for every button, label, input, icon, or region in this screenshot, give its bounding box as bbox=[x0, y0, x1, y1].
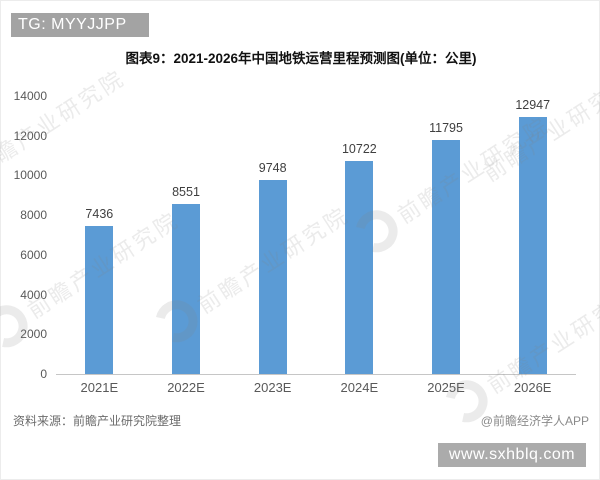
x-axis-labels: 2021E 2022E 2023E 2024E 2025E 2026E bbox=[56, 380, 576, 395]
bar bbox=[518, 116, 547, 374]
y-axis: 0 2000 4000 6000 8000 10000 12000 14000 bbox=[1, 89, 49, 381]
y-tick-label: 8000 bbox=[20, 208, 47, 223]
bar-value-label: 7436 bbox=[85, 207, 114, 222]
bar bbox=[85, 226, 114, 374]
bar-group: 11795 bbox=[403, 96, 490, 374]
bar-value-label: 9748 bbox=[258, 161, 287, 176]
bar bbox=[172, 204, 200, 374]
y-tick-label: 10000 bbox=[13, 168, 47, 183]
bar bbox=[258, 180, 287, 374]
bar-group: 8551 bbox=[143, 96, 230, 374]
bar-value-label: 12947 bbox=[515, 97, 551, 112]
credit-note: @前瞻经济学人APP bbox=[480, 414, 589, 428]
url-badge: www.sxhblq.com bbox=[438, 443, 586, 467]
bar-group: 12947 bbox=[489, 96, 576, 374]
x-axis-label: 2025E bbox=[427, 380, 465, 395]
y-tick-label: 0 bbox=[40, 367, 47, 381]
y-tick-label: 14000 bbox=[13, 89, 47, 103]
y-tick-label: 12000 bbox=[13, 128, 47, 143]
source-note: 资料来源：前瞻产业研究院整理 bbox=[13, 414, 182, 428]
bar bbox=[345, 161, 374, 374]
x-axis-label: 2021E bbox=[80, 380, 119, 395]
chart-title: 图表9：2021-2026年中国地铁运营里程预测图(单位：公里) bbox=[125, 51, 477, 66]
bar bbox=[432, 139, 461, 374]
y-tick-label: 4000 bbox=[20, 287, 47, 302]
x-axis-label: 2024E bbox=[340, 380, 379, 395]
x-axis-label: 2022E bbox=[167, 380, 205, 395]
plot-area: 7436 8551 9748 10722 11795 12947 bbox=[56, 96, 576, 375]
bar-group: 7436 bbox=[56, 96, 143, 374]
bar-value-label: 11795 bbox=[429, 120, 463, 135]
x-axis-label: 2026E bbox=[513, 380, 552, 395]
y-tick-label: 2000 bbox=[20, 327, 47, 342]
bar-group: 9748 bbox=[229, 96, 316, 374]
tg-badge: TG: MYYJJPP bbox=[11, 13, 149, 37]
bar-group: 10722 bbox=[316, 96, 403, 374]
bar-value-label: 10722 bbox=[341, 142, 377, 157]
x-axis-label: 2023E bbox=[253, 380, 292, 395]
bar-value-label: 8551 bbox=[172, 185, 200, 200]
y-tick-label: 6000 bbox=[20, 247, 47, 262]
